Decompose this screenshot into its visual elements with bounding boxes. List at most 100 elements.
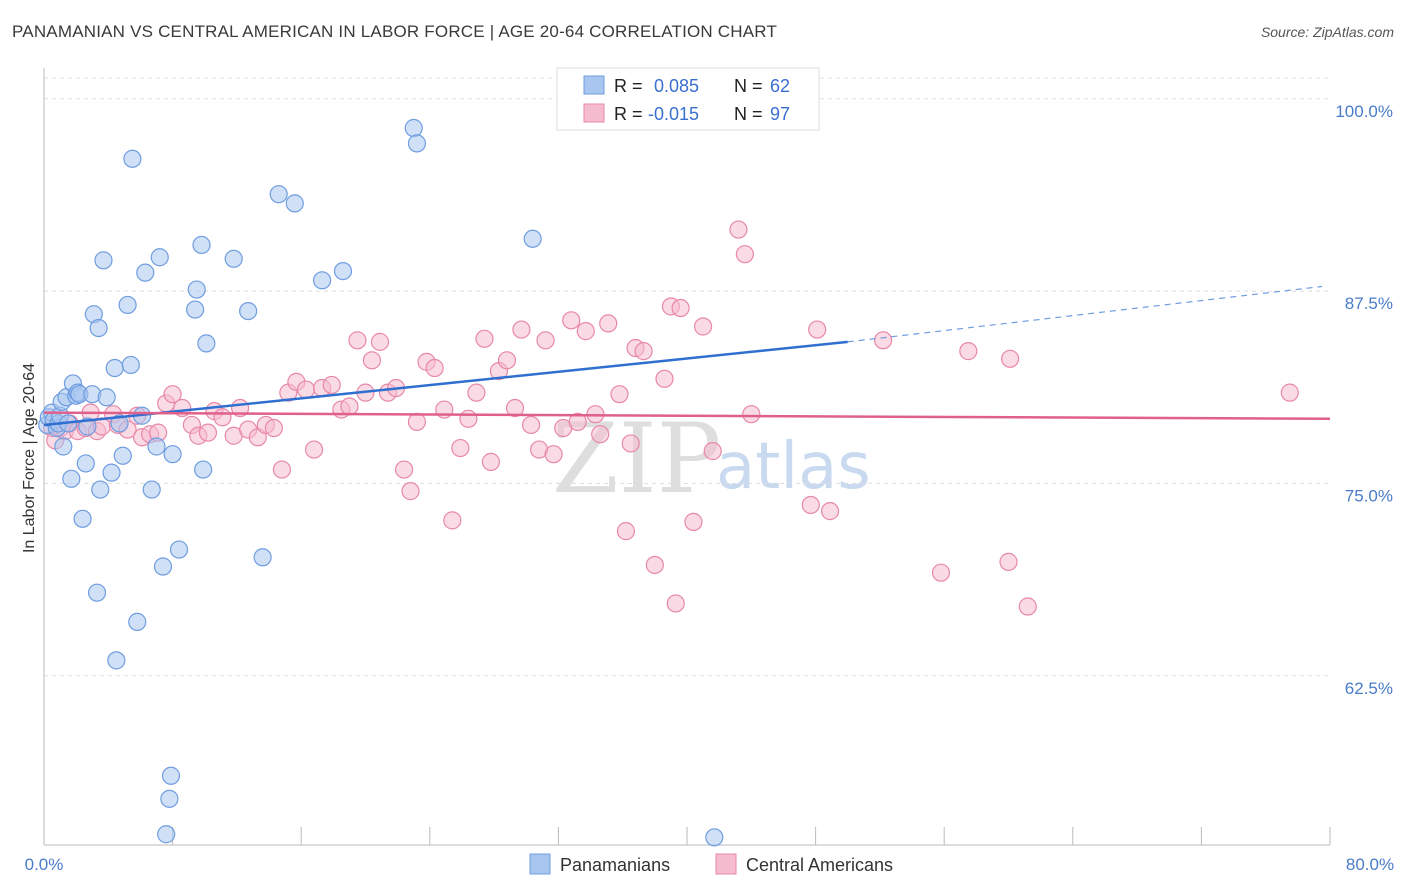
panamanians-point-46 <box>186 300 205 319</box>
central-americans-point-88 <box>742 405 761 424</box>
y-tick-label-0: 100.0% <box>1335 102 1393 121</box>
central-americans-point-61 <box>512 320 531 339</box>
panamanians-trend-line <box>43 340 848 427</box>
central-americans-point-56 <box>475 329 494 348</box>
panamanians-point-31 <box>118 295 137 315</box>
central-americans-point-86 <box>729 220 748 239</box>
panamanians-point-45 <box>169 540 189 559</box>
central-americans-point-68 <box>568 412 587 431</box>
central-americans-point-42 <box>362 351 382 370</box>
watermark: ZIP atlas <box>552 403 871 515</box>
legend-r-value-blue: 0.085 <box>654 76 699 96</box>
central-americans-point-92 <box>874 331 893 350</box>
central-americans-point-72 <box>599 314 618 333</box>
y-tick-label-3: 62.5% <box>1345 679 1393 698</box>
central-americans-point-60 <box>505 398 525 418</box>
central-americans-point-79 <box>655 369 674 388</box>
x-tick-label-min: 0.0% <box>25 855 64 874</box>
central-americans-point-22 <box>198 423 218 442</box>
panamanians-point-36 <box>136 263 155 282</box>
central-americans-point-52 <box>443 511 462 530</box>
central-americans-point-98 <box>1280 383 1299 402</box>
panamanians-point-39 <box>150 248 169 267</box>
central-americans-trend-line <box>43 411 1331 421</box>
panamanians-point-23 <box>91 480 110 499</box>
central-americans-point-31 <box>272 460 292 479</box>
central-americans-point-34 <box>296 380 316 399</box>
central-americans-point-69 <box>576 322 595 341</box>
panamanians-point-51 <box>224 249 243 268</box>
central-americans-point-96 <box>999 552 1018 571</box>
panamanians-point-57 <box>333 261 353 281</box>
legend-r-label-blue: R = <box>614 76 643 96</box>
legend-r-label-pink: R = <box>614 104 643 124</box>
panamanians-point-34 <box>128 612 147 632</box>
central-americans-point-54 <box>459 409 478 428</box>
panamanians-point-61 <box>705 828 724 847</box>
panamanians-point-18 <box>78 417 97 436</box>
central-americans-point-91 <box>820 502 840 521</box>
panamanians-point-27 <box>105 358 124 378</box>
panamanians-point-43 <box>160 789 179 808</box>
panamanians-point-54 <box>269 185 288 204</box>
y-tick-label-1: 87.5% <box>1345 294 1393 313</box>
central-americans-point-18 <box>163 385 182 404</box>
panamanians-trend-extension <box>847 285 1323 343</box>
panamanians-point-28 <box>107 651 126 670</box>
central-americans-point-73 <box>610 385 629 404</box>
panamanians-point-37 <box>142 480 161 499</box>
central-americans-point-59 <box>497 351 517 370</box>
central-americans-point-94 <box>959 342 978 361</box>
central-americans-point-95 <box>1001 349 1020 368</box>
legend-n-value-pink: 97 <box>770 104 790 124</box>
central-americans-point-67 <box>562 311 581 330</box>
panamanians-point-60 <box>523 229 542 248</box>
panamanians-point-38 <box>147 437 166 456</box>
panamanians-point-42 <box>161 766 181 785</box>
panamanians-point-8 <box>54 437 73 456</box>
panamanians-point-40 <box>153 557 173 576</box>
panamanians-point-48 <box>192 235 211 255</box>
central-americans-point-82 <box>671 298 690 318</box>
trend-lines <box>43 285 1331 427</box>
panamanians-point-21 <box>87 583 107 602</box>
central-americans-point-35 <box>304 440 324 459</box>
central-americans-point-78 <box>645 555 664 575</box>
chart-title: PANAMANIAN VS CENTRAL AMERICAN IN LABOR … <box>12 22 778 41</box>
series-legend-label-panamanians: Panamanians <box>560 855 670 875</box>
panamanians-point-41 <box>157 825 176 844</box>
central-americans-point-39 <box>340 397 359 416</box>
watermark-atlas: atlas <box>716 430 871 504</box>
central-americans-point-62 <box>521 415 541 435</box>
legend-r-value-pink: -0.015 <box>648 104 699 124</box>
central-americans-point-90 <box>808 320 827 339</box>
central-americans-point-81 <box>666 594 685 613</box>
stats-legend: R = 0.085 N = 62 R = -0.015 N = 97 <box>556 67 820 131</box>
legend-n-value-blue: 62 <box>770 76 790 96</box>
series-legend-label-central-americans: Central Americans <box>746 855 893 875</box>
panamanians-point-17 <box>76 454 95 473</box>
central-americans-point-37 <box>322 375 341 395</box>
panamanians-point-55 <box>285 194 304 213</box>
panamanians-points <box>38 118 724 847</box>
panamanians-point-33 <box>123 149 142 168</box>
central-americans-point-75 <box>621 434 640 453</box>
central-americans-point-87 <box>735 245 754 264</box>
panamanians-point-32 <box>121 355 140 375</box>
central-americans-point-24 <box>213 408 232 427</box>
series-legend-swatch-central-americans <box>715 853 737 875</box>
central-americans-point-50 <box>425 358 444 378</box>
central-americans-point-47 <box>401 482 420 501</box>
panamanians-point-59 <box>407 134 427 153</box>
panamanians-point-22 <box>89 318 108 338</box>
y-axis-tick-labels: 100.0% 87.5% 75.0% 62.5% <box>1335 102 1393 698</box>
x-tick-label-max: 80.0% <box>1346 855 1394 874</box>
central-americans-point-48 <box>407 412 427 431</box>
panamanians-point-11 <box>62 469 81 488</box>
panamanians-point-49 <box>194 460 213 479</box>
y-axis-title: In Labor Force | Age 20-64 <box>21 363 38 553</box>
central-americans-point-74 <box>616 522 636 541</box>
central-americans-point-71 <box>591 425 610 444</box>
source-credit: Source: ZipAtlas.com <box>1260 24 1394 40</box>
